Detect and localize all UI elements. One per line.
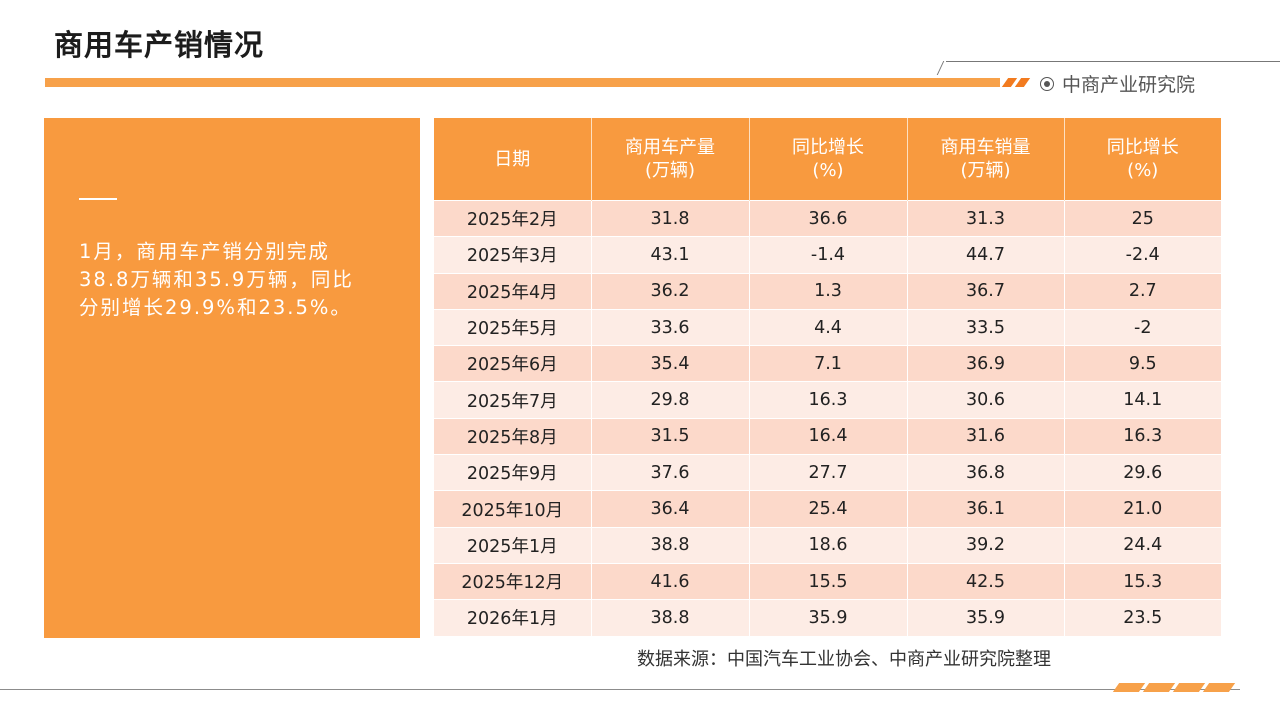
cell-date: 2025年1月 bbox=[434, 526, 592, 564]
cell-sales-yoy: -2.4 bbox=[1064, 236, 1221, 274]
footer-stripes bbox=[1112, 683, 1236, 692]
table-body: 2025年2月 31.8 36.6 31.3 25 2025年3月 43.1 -1.4 44.7… bbox=[434, 199, 1221, 636]
cell-sales-yoy: 21.0 bbox=[1064, 490, 1221, 528]
cell-sales-yoy: 24.4 bbox=[1064, 526, 1221, 564]
cell-sales: 44.7 bbox=[907, 236, 1065, 274]
cell-production-yoy: 25.4 bbox=[749, 490, 908, 528]
cell-date: 2026年1月 bbox=[434, 599, 592, 636]
cell-production-yoy: 16.3 bbox=[749, 381, 908, 419]
cell-sales: 33.5 bbox=[907, 308, 1065, 346]
table-row: 2025年3月 43.1 -1.4 44.7 -2.4 bbox=[434, 236, 1221, 274]
cell-sales-yoy: 25 bbox=[1064, 199, 1221, 237]
table-row: 2025年10月 36.4 25.4 36.1 21.0 bbox=[434, 490, 1221, 528]
brand-logo: 中商产业研究院 bbox=[1040, 70, 1195, 97]
summary-dash bbox=[79, 198, 117, 200]
cell-production: 37.6 bbox=[591, 454, 750, 491]
stripe bbox=[1172, 683, 1206, 692]
cell-date: 2025年3月 bbox=[434, 236, 592, 274]
cell-date: 2025年9月 bbox=[434, 454, 592, 491]
cell-sales-yoy: 23.5 bbox=[1064, 599, 1221, 636]
table-row: 2025年12月 41.6 15.5 42.5 15.3 bbox=[434, 562, 1221, 600]
summary-panel: 1月，商用车产销分别完成 38.8万辆和35.9万辆，同比 分别增长29.9%和… bbox=[44, 118, 420, 638]
cell-date: 2025年4月 bbox=[434, 272, 592, 310]
table-row: 2025年2月 31.8 36.6 31.3 25 bbox=[434, 199, 1221, 237]
cell-production-yoy: -1.4 bbox=[749, 236, 908, 274]
cell-production-yoy: 7.1 bbox=[749, 345, 908, 382]
header-date: 日期 bbox=[434, 118, 592, 201]
cell-date: 2025年12月 bbox=[434, 562, 592, 600]
cell-production: 43.1 bbox=[591, 236, 750, 274]
header-stripes bbox=[1001, 78, 1031, 87]
table-row: 2025年1月 38.8 18.6 39.2 24.4 bbox=[434, 526, 1221, 564]
cell-date: 2025年5月 bbox=[434, 308, 592, 346]
cell-production-yoy: 36.6 bbox=[749, 199, 908, 237]
stripe bbox=[1014, 78, 1031, 87]
table-row: 2025年8月 31.5 16.4 31.6 16.3 bbox=[434, 417, 1221, 455]
summary-text: 1月，商用车产销分别完成 38.8万辆和35.9万辆，同比 分别增长29.9%和… bbox=[79, 240, 354, 319]
stripe bbox=[1142, 683, 1176, 692]
table-row: 2025年7月 29.8 16.3 30.6 14.1 bbox=[434, 381, 1221, 419]
header-production: 商用车产量 (万辆) bbox=[591, 118, 750, 201]
data-source: 数据来源：中国汽车工业协会、中商产业研究院整理 bbox=[637, 649, 1051, 670]
cell-production: 29.8 bbox=[591, 381, 750, 419]
cell-date: 2025年2月 bbox=[434, 199, 592, 237]
cell-production: 31.8 bbox=[591, 199, 750, 237]
page-title: 商用车产销情况 bbox=[54, 28, 265, 62]
stripe bbox=[1202, 683, 1236, 692]
cell-date: 2025年8月 bbox=[434, 417, 592, 455]
brand-name: 中商产业研究院 bbox=[1062, 74, 1196, 96]
stripe bbox=[1112, 683, 1146, 692]
cell-sales: 36.9 bbox=[907, 345, 1065, 382]
cell-date: 2025年10月 bbox=[434, 490, 592, 528]
cell-production-yoy: 18.6 bbox=[749, 526, 908, 564]
table-row: 2025年5月 33.6 4.4 33.5 -2 bbox=[434, 308, 1221, 346]
cell-production: 31.5 bbox=[591, 417, 750, 455]
header-sales-yoy: 同比增长 (%) bbox=[1064, 118, 1221, 201]
header-line bbox=[946, 61, 1280, 62]
header-production-yoy: 同比增长 (%) bbox=[749, 118, 908, 201]
cell-production: 33.6 bbox=[591, 308, 750, 346]
cell-sales: 36.1 bbox=[907, 490, 1065, 528]
footer-line bbox=[0, 689, 1240, 690]
cell-production: 38.8 bbox=[591, 526, 750, 564]
cell-sales: 42.5 bbox=[907, 562, 1065, 600]
header-diagonal bbox=[936, 61, 945, 75]
table-row: 2025年4月 36.2 1.3 36.7 2.7 bbox=[434, 272, 1221, 310]
cell-production-yoy: 1.3 bbox=[749, 272, 908, 310]
cell-production-yoy: 15.5 bbox=[749, 562, 908, 600]
cell-sales-yoy: 15.3 bbox=[1064, 562, 1221, 600]
cell-production-yoy: 35.9 bbox=[749, 599, 908, 636]
cell-sales-yoy: 16.3 bbox=[1064, 417, 1221, 455]
header-bar bbox=[45, 78, 1000, 87]
cell-sales: 36.8 bbox=[907, 454, 1065, 491]
cell-sales: 36.7 bbox=[907, 272, 1065, 310]
cell-sales-yoy: 2.7 bbox=[1064, 272, 1221, 310]
cell-sales: 30.6 bbox=[907, 381, 1065, 419]
cell-production: 36.4 bbox=[591, 490, 750, 528]
table-row: 2026年1月 38.8 35.9 35.9 23.5 bbox=[434, 599, 1221, 636]
cell-sales-yoy: 9.5 bbox=[1064, 345, 1221, 382]
cell-sales: 39.2 bbox=[907, 526, 1065, 564]
table-row: 2025年9月 37.6 27.7 36.8 29.6 bbox=[434, 454, 1221, 491]
cell-production-yoy: 16.4 bbox=[749, 417, 908, 455]
cell-production: 36.2 bbox=[591, 272, 750, 310]
cell-sales: 31.6 bbox=[907, 417, 1065, 455]
cell-date: 2025年7月 bbox=[434, 381, 592, 419]
cell-sales: 31.3 bbox=[907, 199, 1065, 237]
data-table: 日期 商用车产量 (万辆) 同比增长 (%) 商用车销量 (万辆) 同比增长 (… bbox=[434, 118, 1221, 636]
cell-sales: 35.9 bbox=[907, 599, 1065, 636]
cell-production: 38.8 bbox=[591, 599, 750, 636]
table-header-row: 日期 商用车产量 (万辆) 同比增长 (%) 商用车销量 (万辆) 同比增长 (… bbox=[434, 118, 1221, 201]
cell-production: 35.4 bbox=[591, 345, 750, 382]
cell-sales-yoy: 29.6 bbox=[1064, 454, 1221, 491]
header-sales: 商用车销量 (万辆) bbox=[907, 118, 1065, 201]
cell-production: 41.6 bbox=[591, 562, 750, 600]
cell-sales-yoy: -2 bbox=[1064, 308, 1221, 346]
cell-production-yoy: 4.4 bbox=[749, 308, 908, 346]
brand-circle-icon bbox=[1040, 76, 1054, 91]
cell-date: 2025年6月 bbox=[434, 345, 592, 382]
table-row: 2025年6月 35.4 7.1 36.9 9.5 bbox=[434, 345, 1221, 382]
cell-production-yoy: 27.7 bbox=[749, 454, 908, 491]
cell-sales-yoy: 14.1 bbox=[1064, 381, 1221, 419]
